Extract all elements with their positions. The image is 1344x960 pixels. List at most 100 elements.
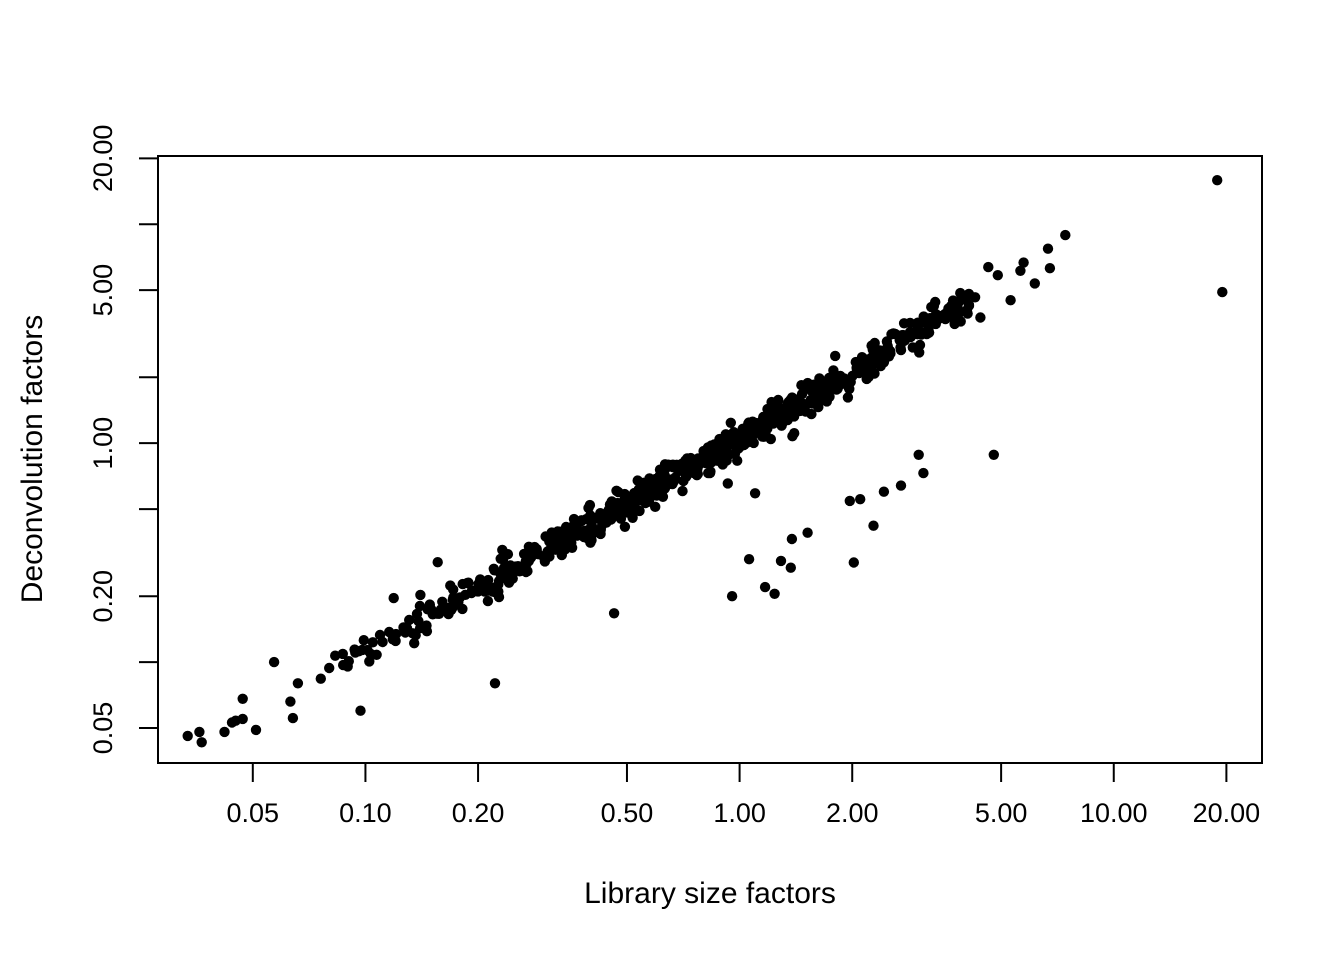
data-point: [868, 520, 879, 531]
data-point: [182, 730, 193, 742]
data-point: [538, 552, 550, 563]
data-point: [437, 596, 448, 607]
data-point: [810, 381, 821, 392]
data-point: [737, 429, 749, 440]
data-point: [753, 418, 764, 430]
data-point: [556, 549, 567, 561]
data-point: [196, 737, 207, 748]
data-point: [877, 351, 888, 362]
data-point: [489, 678, 501, 689]
data-point: [907, 342, 918, 353]
y-tick-label: 0.20: [88, 570, 118, 623]
data-point: [505, 560, 516, 571]
data-point: [835, 370, 846, 382]
data-point: [843, 382, 854, 393]
data-point: [943, 303, 954, 314]
data-point: [863, 371, 874, 382]
data-point: [619, 521, 631, 532]
y-axis-title: Deconvolution factors: [16, 315, 49, 604]
data-point: [775, 555, 787, 567]
x-tick-label: 0.05: [227, 798, 280, 828]
data-point: [955, 316, 966, 327]
data-point: [1060, 229, 1071, 241]
data-point: [219, 726, 230, 738]
data-point: [706, 457, 717, 468]
data-point: [315, 673, 326, 684]
data-point: [292, 678, 304, 689]
data-point: [705, 466, 716, 477]
data-point: [620, 501, 631, 512]
data-point: [975, 312, 986, 323]
data-point: [324, 662, 335, 674]
data-point: [642, 487, 653, 499]
data-point: [608, 608, 620, 619]
data-point: [367, 637, 378, 648]
data-point: [364, 656, 375, 667]
data-point: [493, 575, 505, 587]
data-point: [404, 614, 415, 626]
data-point: [1018, 257, 1029, 268]
data-point: [895, 480, 907, 491]
data-point: [988, 449, 999, 460]
data-point: [771, 409, 782, 420]
data-point: [678, 475, 689, 487]
data-point: [377, 636, 388, 648]
data-point: [910, 327, 921, 338]
data-point: [482, 595, 494, 607]
data-point: [576, 515, 587, 526]
data-point: [415, 589, 426, 601]
data-point: [732, 439, 743, 451]
data-point: [371, 649, 382, 660]
data-point: [409, 638, 420, 649]
data-point: [947, 295, 959, 306]
data-point: [802, 527, 813, 538]
data-point: [715, 443, 726, 454]
data-point: [785, 562, 796, 573]
data-point: [633, 484, 644, 495]
data-point: [848, 557, 859, 568]
data-point: [928, 300, 940, 312]
data-point: [566, 542, 578, 553]
data-point: [663, 459, 674, 470]
data-point: [388, 592, 399, 604]
data-point: [285, 696, 296, 707]
data-point: [912, 317, 923, 328]
data-point: [888, 328, 899, 339]
data-point: [353, 646, 364, 657]
data-point: [451, 599, 463, 610]
data-point: [237, 713, 248, 725]
data-point: [338, 659, 349, 671]
data-point: [1029, 278, 1041, 289]
data-point: [723, 449, 734, 460]
data-point: [929, 311, 940, 323]
data-point: [1042, 243, 1054, 254]
y-tick-label: 1.00: [88, 417, 118, 470]
data-point: [691, 470, 703, 481]
x-tick-label: 10.00: [1080, 798, 1148, 828]
data-point: [820, 381, 831, 393]
data-point: [237, 693, 248, 704]
data-point: [411, 608, 423, 620]
data-point: [518, 548, 530, 560]
data-point: [822, 390, 833, 401]
data-point: [881, 336, 893, 347]
x-tick-label: 2.00: [826, 798, 879, 828]
data-point: [726, 591, 738, 602]
data-points-layer: [182, 175, 1228, 748]
plot-area-border: [157, 155, 1263, 764]
data-point: [432, 557, 443, 568]
data-point: [493, 591, 505, 603]
data-point: [823, 372, 835, 384]
data-point: [398, 622, 409, 633]
y-axis-ticks: 0.05 0.20 1.00 5.00 20.00: [88, 125, 158, 754]
data-point: [953, 308, 964, 319]
x-tick-label: 5.00: [975, 798, 1028, 828]
data-point: [606, 496, 617, 507]
data-point: [813, 397, 824, 408]
data-point: [800, 406, 811, 417]
data-point: [1015, 265, 1026, 276]
x-tick-label: 20.00: [1193, 798, 1261, 828]
data-point: [904, 317, 916, 329]
data-point: [547, 527, 559, 539]
